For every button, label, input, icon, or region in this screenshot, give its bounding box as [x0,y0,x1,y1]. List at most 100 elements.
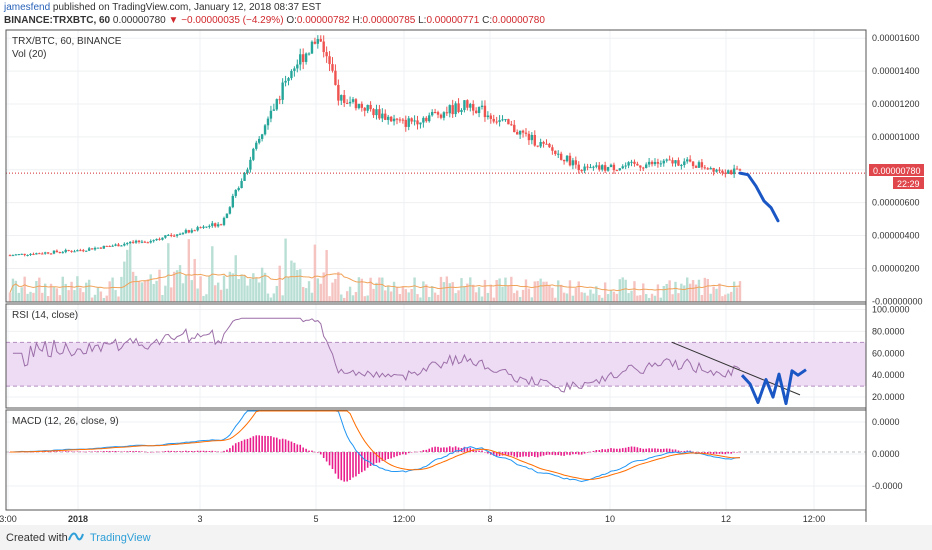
volume-bar [624,279,627,302]
candle-body [120,245,123,247]
candle-body [498,120,501,122]
candle-body [442,112,446,118]
volume-bar [123,261,126,302]
macd-histogram-bar [296,444,299,452]
candle-body [630,161,633,163]
candle-body [527,133,531,141]
macd-histogram-bar [267,436,269,452]
volume-bar [340,294,343,302]
volume-bar [287,277,290,302]
volume-bar [410,288,413,302]
macd-histogram-bar [305,448,307,452]
volume-bar [158,269,161,302]
volume-bar [193,259,196,302]
volume-bar [111,277,114,302]
candle-body [712,167,715,172]
macd-histogram-bar [437,446,439,452]
macd-histogram-bar [402,452,404,455]
macd-histogram-bar [214,451,217,452]
candle-body [304,53,308,62]
candle-body [334,70,337,85]
macd-histogram-bar [73,451,76,453]
volume-bar [559,284,563,302]
volume-bar [167,243,170,302]
volume-bar [686,277,689,302]
volume-bar [557,280,560,302]
candle-body [328,56,331,65]
candle-body [301,54,305,62]
volume-bar [691,280,695,302]
candle-body [580,170,583,172]
candle-body [448,105,451,114]
candle-body [536,145,539,147]
candle-body [686,159,689,162]
volume-bar [249,278,252,302]
volume-bar [633,281,636,302]
macd-histogram-bar [64,451,67,452]
chart-canvas[interactable]: 0.00001600 0.00001400 0.00001200 0.00001000… [0,28,932,525]
candle-body [225,213,229,218]
candle-body [680,165,683,167]
macd-histogram-bar [481,450,483,452]
volume-bar [275,285,278,302]
volume-bar [592,293,595,302]
candle-body [559,153,563,160]
volume-bar [372,288,375,302]
candle-body [709,167,712,170]
macd-histogram-bar [44,451,46,452]
macd-histogram-bar [665,448,668,452]
volume-bar [703,277,707,302]
macd-histogram-bar [607,448,609,452]
candle-body [23,253,26,256]
candle-body [211,223,214,226]
candle-body [158,238,161,240]
open-value: 0.00000782 [296,15,350,26]
time-axis-label: 3 [197,514,202,524]
macd-histogram-bar [551,452,554,455]
macd-histogram-bar [273,437,275,452]
candle-body [281,82,284,100]
volume-bar [357,277,361,302]
candle-body [343,95,346,103]
time-axis[interactable]: 3:00 2018 3 5 12:00 8 10 12 12:00 [0,514,825,524]
macd-histogram-bar [176,451,178,452]
macd-histogram-bar [557,452,560,456]
volume-bar [568,280,572,302]
candle-body [234,189,237,196]
price-axis-label: 0.00000200 [872,263,920,273]
macd-histogram-bar [528,452,530,457]
candle-body [32,253,35,255]
volume-bar [489,284,493,302]
volume-bar [375,282,378,302]
macd-histogram-bar [434,446,436,452]
price-axis[interactable]: 0.00001600 0.00001400 0.00001200 0.00001000… [872,33,923,491]
candle-body [73,251,76,253]
macd-histogram-bar [138,451,140,452]
candle-body [524,132,528,134]
volume-bar [348,286,352,302]
macd-histogram-bar [352,452,354,478]
macd-histogram-bar [366,452,369,468]
candle-body [231,195,235,208]
volume-bar [401,286,405,302]
candle-body [433,111,437,113]
candle-body [589,167,592,169]
volume-bar [319,283,322,302]
last-price: 0.00000780 [112,15,166,26]
down-arrow-icon: ▼ [168,15,179,26]
author-link[interactable]: jamesfend [4,2,51,13]
volume-bar [17,292,20,302]
candle-body [222,217,226,225]
candle-body [586,166,589,168]
volume-bar [240,274,243,302]
tradingview-link[interactable]: TradingView [90,532,151,544]
macd-histogram-bar [237,442,240,452]
volume-bar [222,275,226,302]
candle-body [269,110,273,119]
macd-histogram-bar [724,452,727,455]
candle-body [357,103,361,109]
macd-histogram-bar [226,449,228,452]
candle-body [454,103,457,115]
macd-histogram-bar [683,450,686,452]
candle-body [214,223,217,227]
